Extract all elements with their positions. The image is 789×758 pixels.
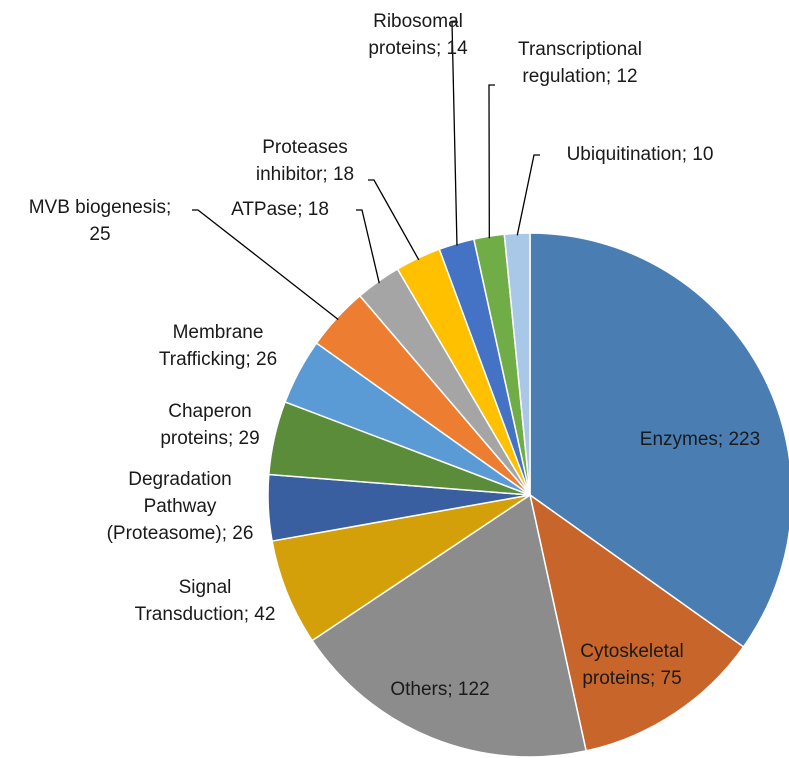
pie-slice bbox=[528, 493, 745, 752]
data-label: Degradation Pathway (Proteasome); 26 bbox=[107, 469, 254, 544]
data-label: Cytoskeletal proteins; 75 bbox=[580, 641, 684, 689]
leader-line bbox=[356, 209, 380, 284]
data-label: Ribosomal proteins; 14 bbox=[368, 11, 468, 59]
data-label: Chaperon proteins; 29 bbox=[160, 401, 259, 449]
data-label: Enzymes; 223 bbox=[640, 429, 760, 450]
data-label: ATPase; 18 bbox=[231, 199, 329, 220]
data-label: Proteases inhibitor; 18 bbox=[256, 137, 354, 185]
data-label: Signal Transduction; 42 bbox=[135, 577, 276, 625]
leader-line bbox=[451, 21, 458, 246]
pie-slice bbox=[529, 232, 789, 648]
data-label: Ubiquitination; 10 bbox=[567, 144, 714, 165]
data-label: Membrane Trafficking; 26 bbox=[159, 322, 277, 370]
leader-line bbox=[488, 84, 495, 239]
leader-line bbox=[516, 154, 540, 236]
leader-line bbox=[368, 179, 420, 261]
data-label: Others; 122 bbox=[390, 679, 489, 700]
data-label: Transcriptional regulation; 12 bbox=[518, 39, 642, 87]
data-label: MVB biogenesis; 25 bbox=[29, 197, 172, 245]
leader-line bbox=[192, 209, 339, 320]
pie-slice bbox=[271, 494, 531, 642]
pie-slice bbox=[311, 493, 588, 758]
